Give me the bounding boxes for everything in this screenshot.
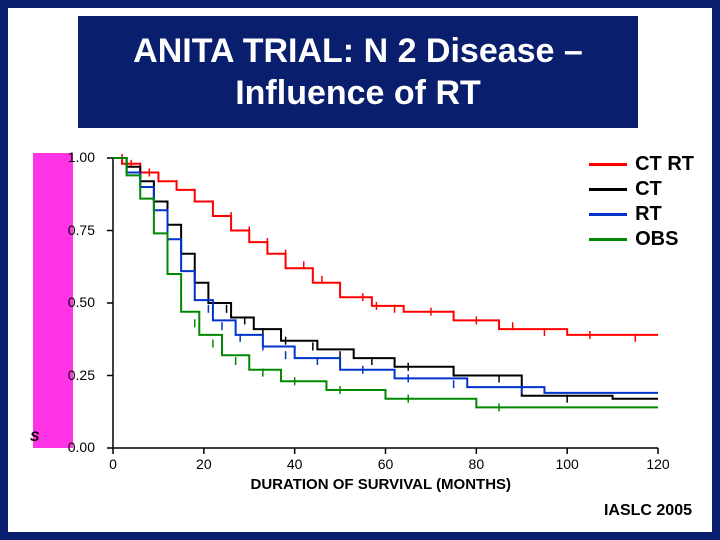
legend-item-obs: OBS xyxy=(589,227,694,252)
xtick-label: 40 xyxy=(280,456,310,472)
ytick-label: 0.75 xyxy=(55,222,95,238)
y-axis-letter: S xyxy=(30,428,39,444)
ytick-label: 0.50 xyxy=(55,294,95,310)
x-axis-label: DURATION OF SURVIVAL (MONTHS) xyxy=(251,476,512,493)
xtick-label: 80 xyxy=(461,456,491,472)
xtick-label: 120 xyxy=(643,456,673,472)
slide-title: ANITA TRIAL: N 2 Disease – Influence of … xyxy=(78,30,638,115)
xtick-label: 100 xyxy=(552,456,582,472)
legend-swatch xyxy=(589,238,627,241)
legend-label: RT xyxy=(635,202,662,227)
legend: CT RTCTRTOBS xyxy=(589,152,694,252)
ytick-label: 1.00 xyxy=(55,149,95,165)
km-svg xyxy=(103,148,663,468)
km-plot xyxy=(103,148,663,468)
ytick-label: 0.00 xyxy=(55,439,95,455)
slide-frame: ANITA TRIAL: N 2 Disease – Influence of … xyxy=(0,0,720,540)
ytick-label: 0.25 xyxy=(55,367,95,383)
legend-item-ct: CT xyxy=(589,177,694,202)
series-ct-rt xyxy=(113,158,658,335)
legend-label: CT RT xyxy=(635,152,694,177)
legend-swatch xyxy=(589,163,627,166)
xtick-label: 60 xyxy=(371,456,401,472)
legend-label: CT xyxy=(635,177,662,202)
legend-item-ct-rt: CT RT xyxy=(589,152,694,177)
xtick-label: 0 xyxy=(98,456,128,472)
legend-swatch xyxy=(589,213,627,216)
xtick-label: 20 xyxy=(189,456,219,472)
source-label: IASLC 2005 xyxy=(604,502,692,520)
legend-item-rt: RT xyxy=(589,202,694,227)
legend-label: OBS xyxy=(635,227,678,252)
legend-swatch xyxy=(589,188,627,191)
title-band: ANITA TRIAL: N 2 Disease – Influence of … xyxy=(78,16,638,128)
